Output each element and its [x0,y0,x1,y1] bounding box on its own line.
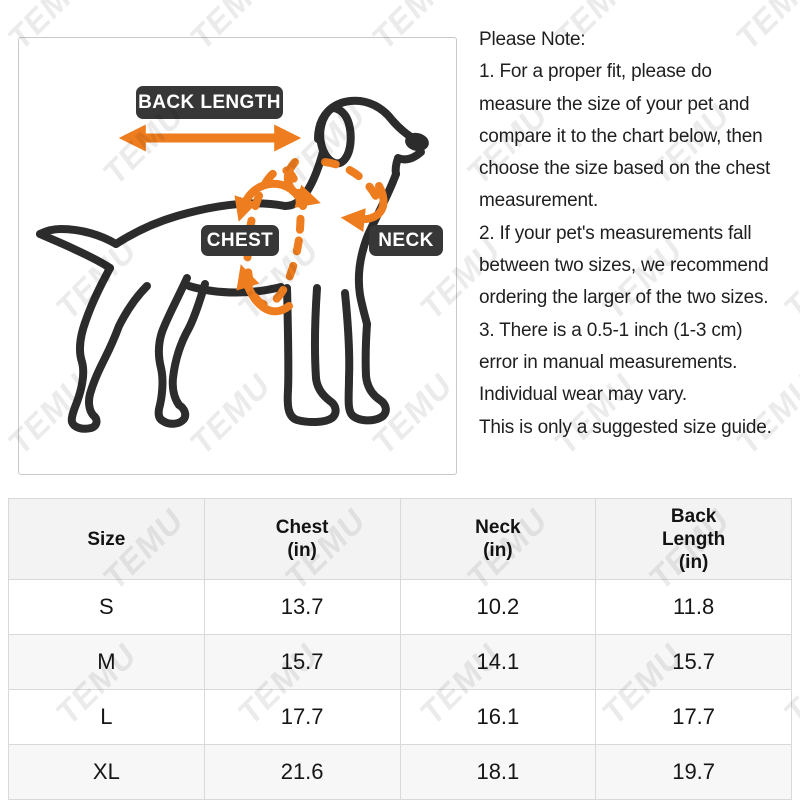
col-header-chest: Chest (in) [203,498,401,580]
col-header-size: Size [8,498,205,580]
dog-diagram-svg [36,96,429,433]
cell-neck: 16.1 [399,689,597,745]
note-line: 2. If your pet's measurements fall [479,222,752,244]
cell-neck: 14.1 [399,634,597,690]
note-line: choose the size based on the chest [479,158,771,180]
size-chart-table: Size Chest (in) Neck (in) Back Length (i… [8,498,792,800]
cell-back-length: 19.7 [595,744,792,800]
cell-chest: 15.7 [203,634,401,690]
note-line: measure the size of your pet and [479,93,750,115]
note-text: Please Note: 1. For a proper fit, please… [479,24,772,444]
temu-watermark: TEMU [0,499,8,598]
note-line: error in manual measurements. [479,351,738,373]
cell-back-length: 17.7 [595,689,792,745]
note-line: 1. For a proper fit, please do [479,61,712,83]
table-row: M 15.7 14.1 15.7 [8,634,792,690]
col-header-back-length: Back Length (in) [595,498,792,580]
table-row: L 17.7 16.1 17.7 [8,689,792,745]
col-header-neck: Neck (in) [399,498,597,580]
note-line: This is only a suggested size guide. [479,416,772,438]
note-line: Please Note: [479,29,586,50]
cell-size: S [8,579,205,635]
cell-size: XL [8,744,205,800]
cell-size: L [8,689,205,745]
dog-measurement-diagram: BACK LENGTH CHEST NECK [18,37,457,475]
temu-watermark: TEMU [0,94,8,193]
neck-badge: NECK [369,225,443,256]
cell-size: M [8,634,205,690]
note-line: ordering the larger of the two sizes. [479,287,769,309]
table-row: S 13.7 10.2 11.8 [8,579,792,635]
cell-back-length: 11.8 [595,579,792,635]
neck-measure-arrows [321,158,388,232]
cell-neck: 10.2 [399,579,597,635]
table-header-row: Size Chest (in) Neck (in) Back Length (i… [8,498,792,580]
dog-nose [405,132,429,152]
cell-chest: 17.7 [203,689,401,745]
note-line: compare it to the chart below, then [479,125,763,147]
neck-dashed-arc [321,158,385,212]
note-line: Individual wear may vary. [479,384,687,406]
table-row: XL 21.6 18.1 19.7 [8,744,792,800]
chest-badge: CHEST [201,225,279,256]
note-line: between two sizes, we recommend [479,255,769,277]
dog-illustration [36,96,429,433]
cell-chest: 21.6 [203,744,401,800]
cell-neck: 18.1 [399,744,597,800]
cell-chest: 13.7 [203,579,401,635]
note-line: 3. There is a 0.5-1 inch (1-3 cm) [479,319,743,341]
temu-watermark: TEMU [778,229,800,328]
cell-back-length: 15.7 [595,634,792,690]
note-line: measurement. [479,190,599,212]
back-length-badge: BACK LENGTH [136,86,283,119]
